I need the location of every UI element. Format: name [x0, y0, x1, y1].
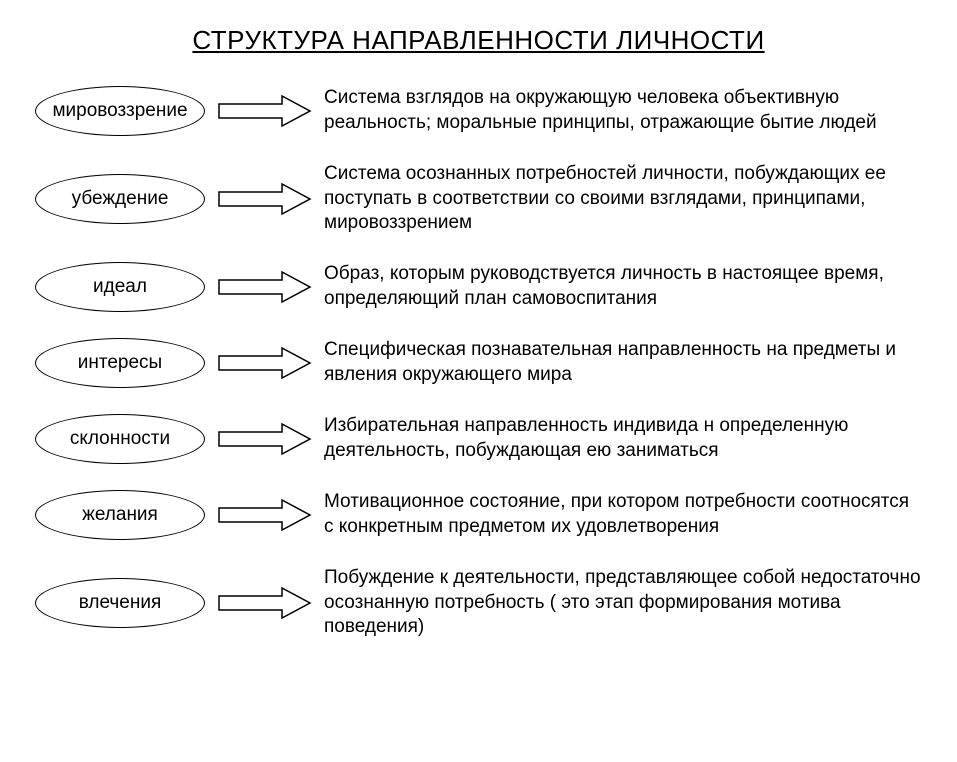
concept-ellipse: склонности — [35, 414, 205, 464]
concept-description: Система взглядов на окружающую человека … — [324, 86, 922, 135]
concept-ellipse: идеал — [35, 262, 205, 312]
arrow-right-icon — [217, 346, 312, 380]
diagram-row: интересы Специфическая познавательная нап… — [35, 338, 922, 388]
concept-ellipse: мировоззрение — [35, 86, 205, 136]
arrow-right-icon — [217, 498, 312, 532]
arrow-right-icon — [217, 94, 312, 128]
concept-description: Избирательная направленность индивида н … — [324, 414, 922, 463]
concept-description: Побуждение к деятельности, представляюще… — [324, 566, 922, 640]
concept-description: Система осознанных потребностей личности… — [324, 162, 922, 236]
concept-ellipse: убеждение — [35, 174, 205, 224]
diagram-row: идеал Образ, которым руководствуется личн… — [35, 262, 922, 312]
diagram-row: влечения Побуждение к деятельности, предс… — [35, 566, 922, 640]
concept-ellipse: желания — [35, 490, 205, 540]
arrow-right-icon — [217, 422, 312, 456]
diagram-row: убеждение Система осознанных потребностей… — [35, 162, 922, 236]
arrow-right-icon — [217, 586, 312, 620]
diagram-row: склонности Избирательная направленность и… — [35, 414, 922, 464]
concept-description: Образ, которым руководствуется личность … — [324, 262, 922, 311]
arrow-right-icon — [217, 182, 312, 216]
arrow-right-icon — [217, 270, 312, 304]
diagram-rows-container: мировоззрение Система взглядов на окружаю… — [35, 86, 922, 640]
concept-description: Специфическая познавательная направленно… — [324, 338, 922, 387]
concept-ellipse: влечения — [35, 578, 205, 628]
diagram-row: желания Мотивационное состояние, при кото… — [35, 490, 922, 540]
diagram-row: мировоззрение Система взглядов на окружаю… — [35, 86, 922, 136]
diagram-title: СТРУКТУРА НАПРАВЛЕННОСТИ ЛИЧНОСТИ — [35, 25, 922, 56]
concept-description: Мотивационное состояние, при котором пот… — [324, 490, 922, 539]
concept-ellipse: интересы — [35, 338, 205, 388]
